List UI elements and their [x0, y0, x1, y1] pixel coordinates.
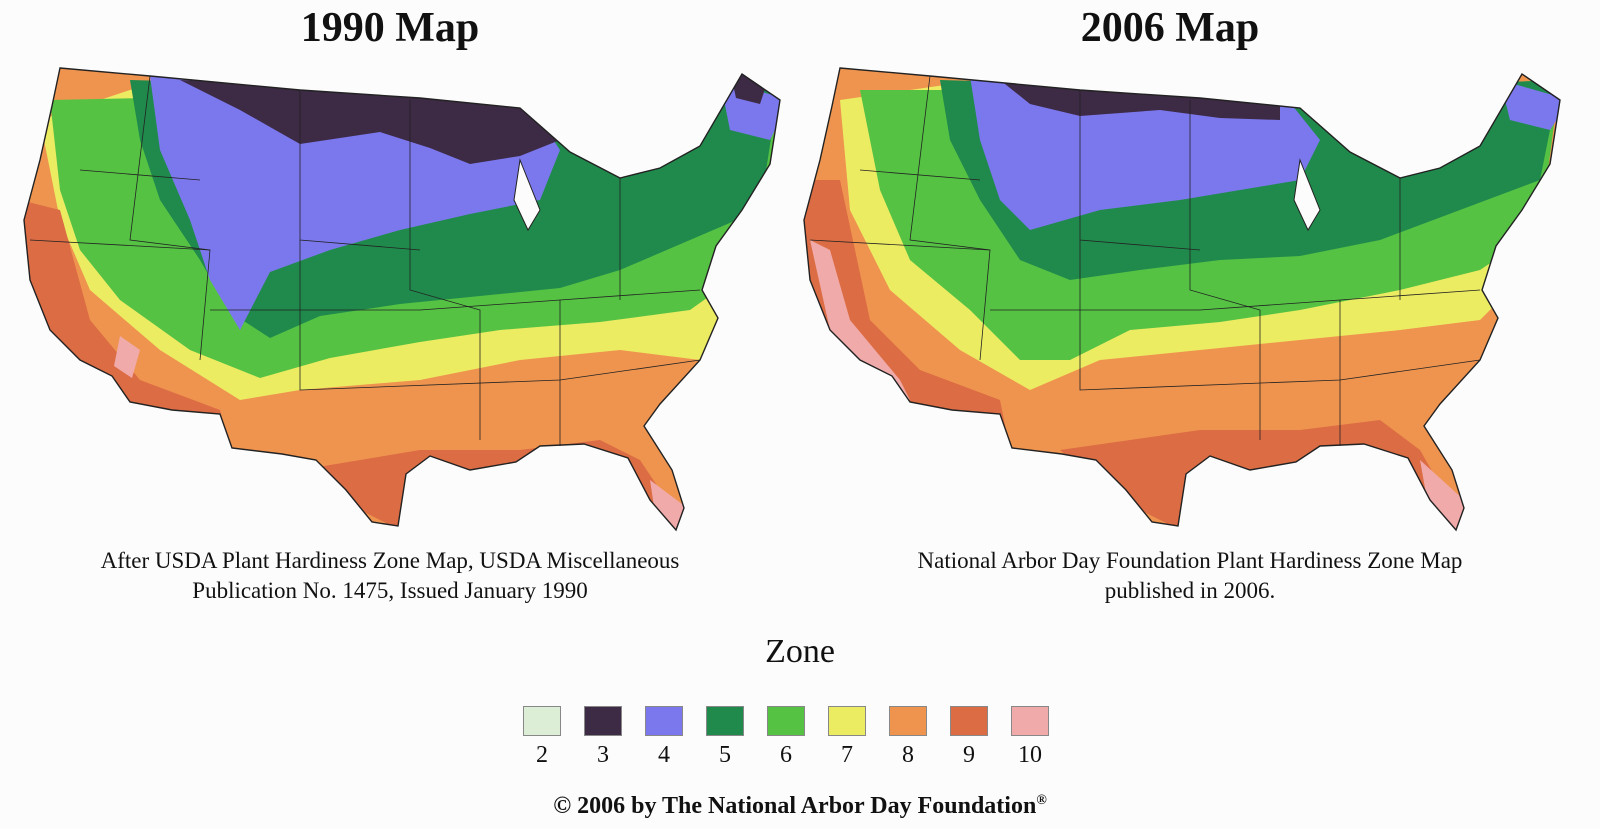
copyright-text: © 2006 by The National Arbor Day Foundat…: [553, 793, 1037, 819]
map-panel-1990: 1990 Map: [0, 0, 800, 620]
zone-legend: 2 3 4 5 6 7 8 9 10: [522, 706, 1082, 776]
us-outline: [23, 67, 781, 532]
legend-swatch: [1011, 706, 1049, 736]
map-panel-2006: 2006 Map: [800, 0, 1600, 620]
zone-9-region-west: [24, 200, 232, 460]
zone-10-region-fl: [1420, 460, 1464, 530]
caption-line-2: Publication No. 1475, Issued January 199…: [192, 578, 588, 603]
legend-item-zone-2: 2: [522, 706, 562, 770]
zone-9-region-west: [804, 180, 1012, 460]
legend-swatch: [828, 706, 866, 736]
us-hardiness-map-1990: [23, 67, 781, 532]
legend-swatch: [950, 706, 988, 736]
caption-line-1: After USDA Plant Hardiness Zone Map, USD…: [100, 548, 680, 573]
map-caption: National Arbor Day Foundation Plant Hard…: [820, 546, 1560, 606]
zone-3-region: [1000, 80, 1280, 120]
legend-item-zone-10: 10: [1010, 706, 1050, 770]
legend-item-zone-7: 7: [827, 706, 867, 770]
legend-swatch: [645, 706, 683, 736]
lake-michigan: [1293, 158, 1321, 232]
caption-line-1: National Arbor Day Foundation Plant Hard…: [917, 548, 1463, 573]
legend-label: 8: [902, 742, 914, 768]
legend-item-zone-6: 6: [766, 706, 806, 770]
zone-10-region-ca: [114, 336, 140, 378]
map-title: 2006 Map: [1080, 5, 1260, 51]
legend-label: 6: [780, 742, 792, 768]
zone-4-region-ne: [1500, 80, 1560, 130]
legend-swatch: [706, 706, 744, 736]
legend-item-zone-9: 9: [949, 706, 989, 770]
caption-line-2: published in 2006.: [1104, 578, 1276, 603]
map-caption: After USDA Plant Hardiness Zone Map, USD…: [20, 546, 760, 606]
legend-item-zone-5: 5: [705, 706, 745, 770]
legend-label: 9: [963, 742, 975, 768]
legend-title: Zone: [765, 633, 835, 670]
legend-swatch: [584, 706, 622, 736]
legend-label: 2: [536, 742, 548, 768]
state-borders: [29, 75, 701, 446]
map-title: 1990 Map: [300, 5, 480, 51]
us-hardiness-map-2006: [803, 67, 1561, 532]
legend-label: 5: [719, 742, 731, 768]
legend-item-zone-3: 3: [583, 706, 623, 770]
copyright-notice: © 2006 by The National Arbor Day Foundat…: [0, 786, 1600, 821]
legend-label: 3: [597, 742, 609, 768]
legend-label: 4: [658, 742, 670, 768]
us-outline: [803, 67, 1561, 532]
legend-item-zone-8: 8: [888, 706, 928, 770]
lake-michigan: [513, 158, 541, 232]
legend-label: 7: [841, 742, 853, 768]
legend-label: 10: [1018, 742, 1042, 768]
legend-swatch: [767, 706, 805, 736]
state-borders: [809, 75, 1481, 446]
registered-mark: ®: [1036, 793, 1047, 808]
legend-swatch: [889, 706, 927, 736]
zone-10-region-ca: [810, 240, 910, 400]
legend-item-zone-4: 4: [644, 706, 684, 770]
legend-swatch: [523, 706, 561, 736]
